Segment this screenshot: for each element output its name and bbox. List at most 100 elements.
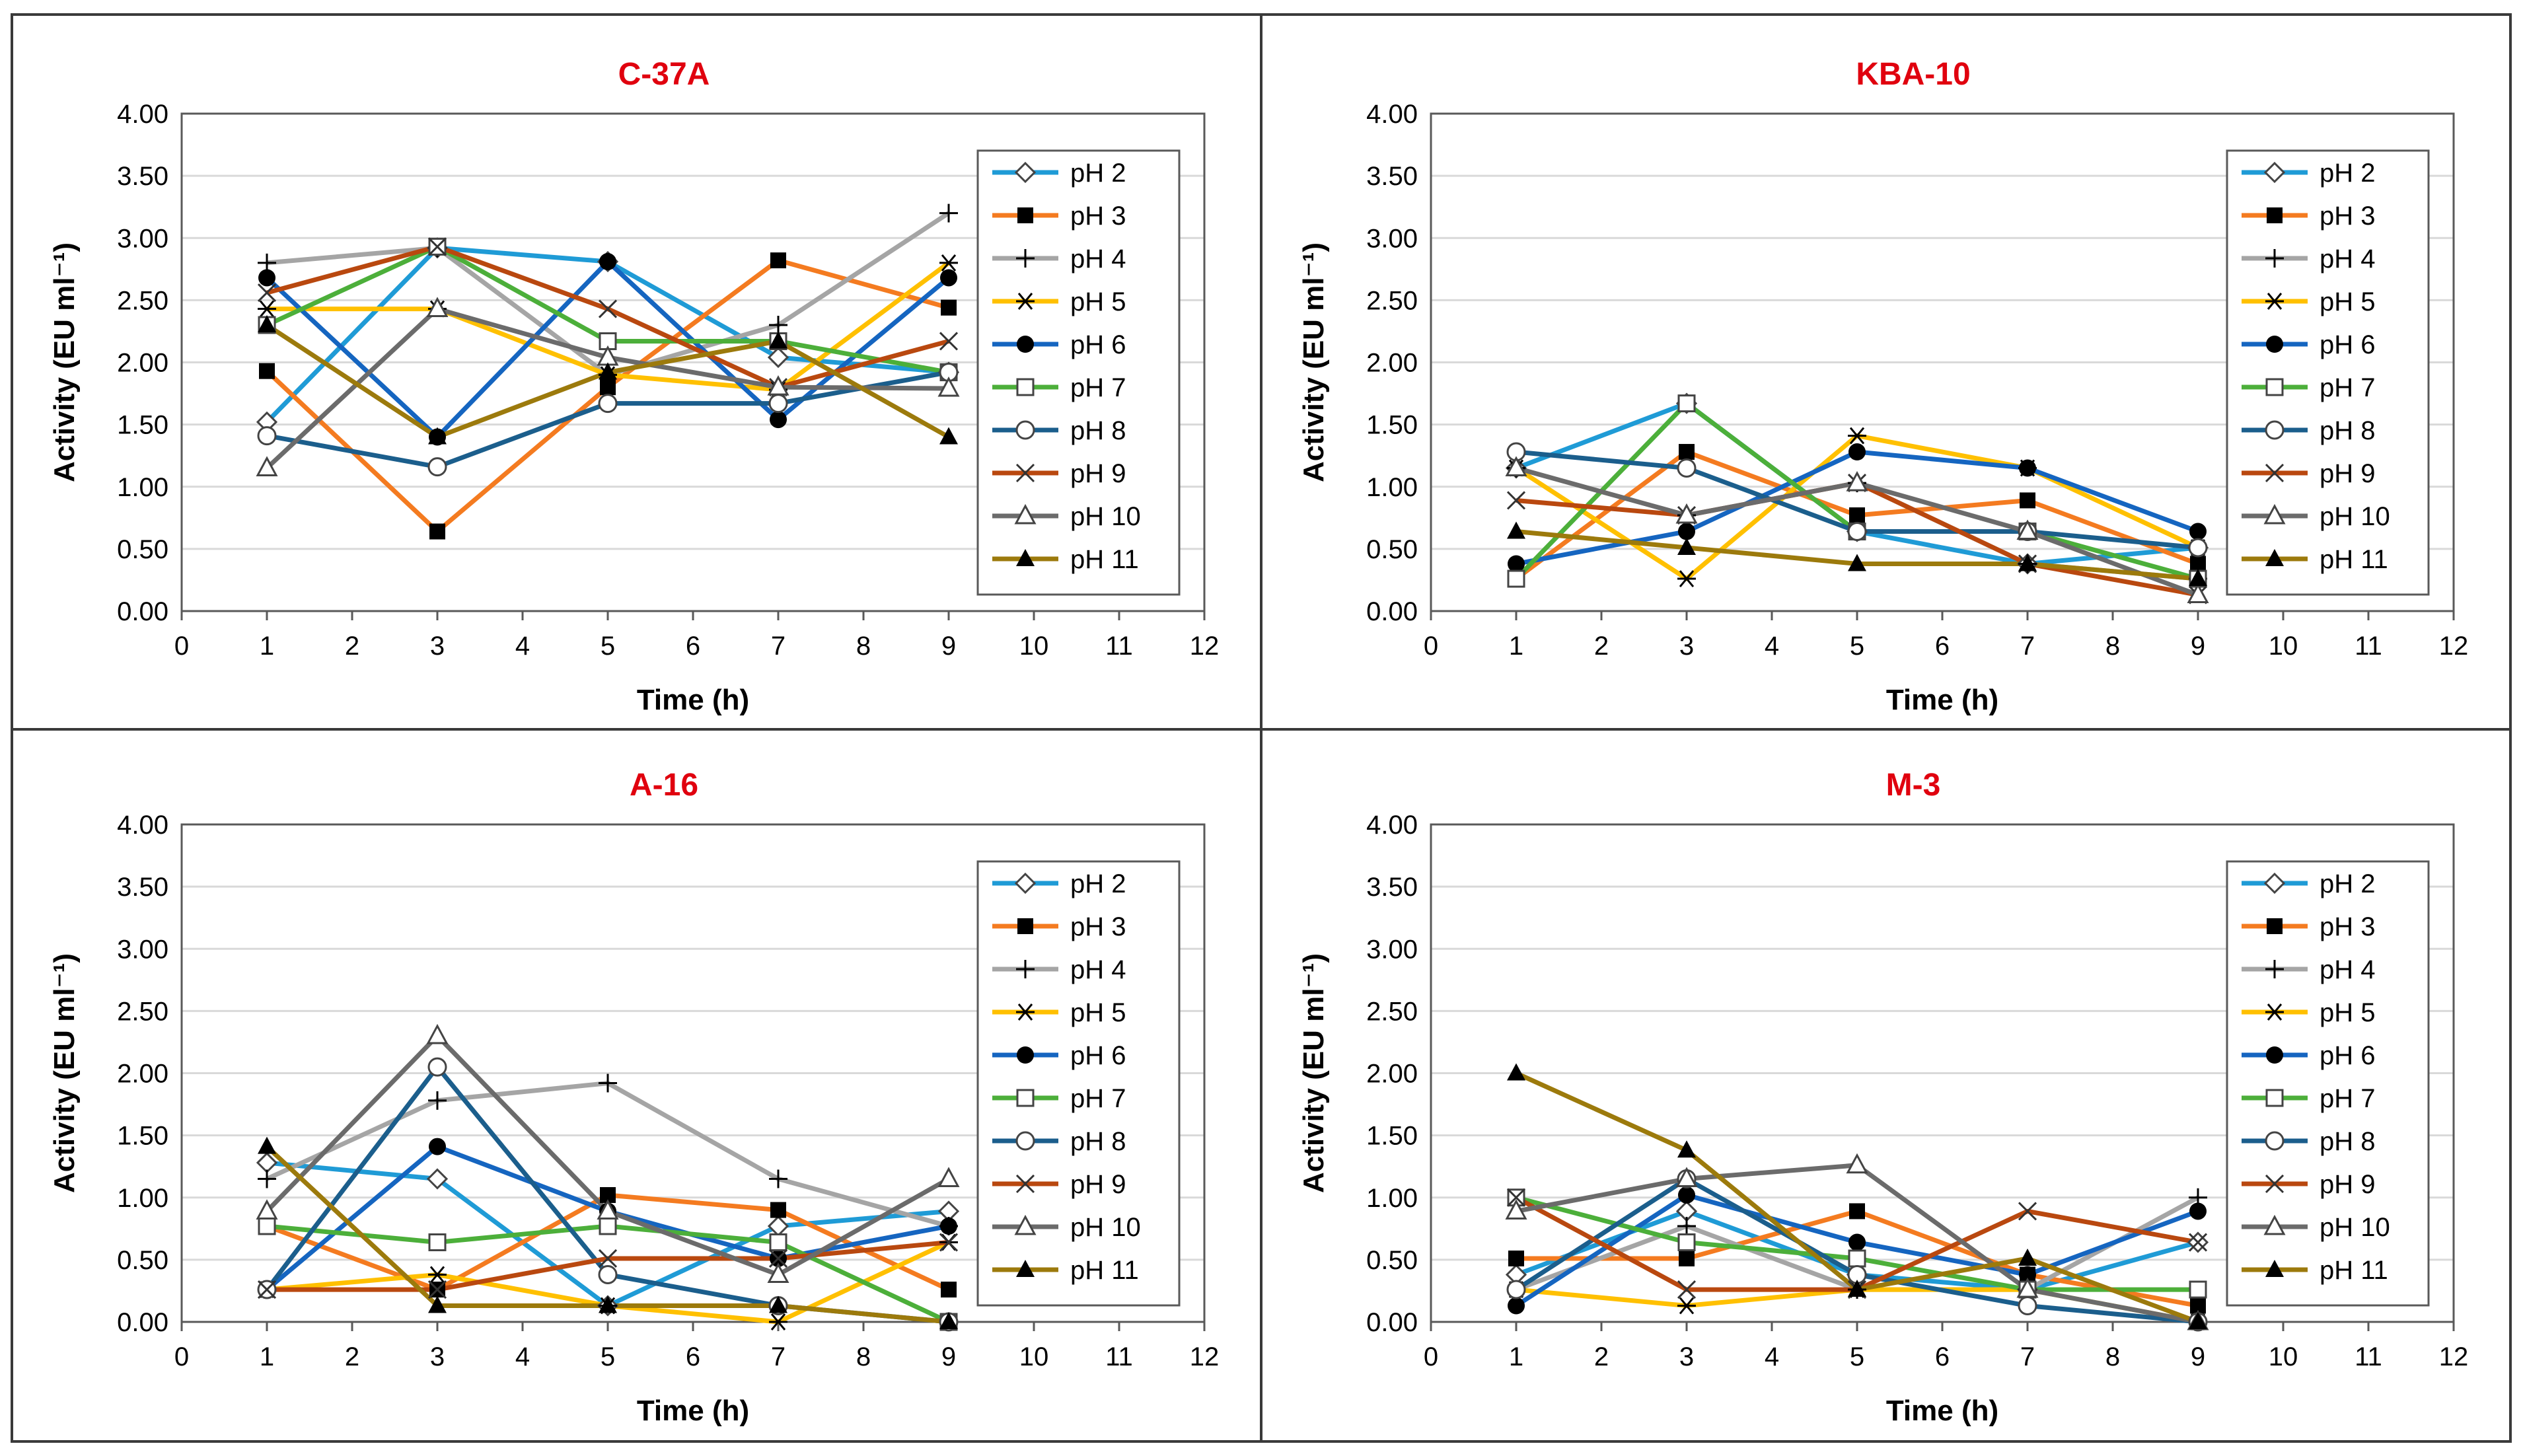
x-tick-label: 12 bbox=[2439, 632, 2469, 661]
data-point bbox=[939, 427, 958, 445]
legend-marker bbox=[2265, 420, 2285, 440]
data-point bbox=[1506, 491, 1526, 510]
data-point bbox=[939, 1312, 958, 1329]
data-point bbox=[937, 376, 960, 397]
data-point bbox=[428, 1266, 447, 1284]
x-tick-label: 4 bbox=[1765, 1342, 1779, 1371]
data-point bbox=[939, 332, 959, 351]
legend-marker bbox=[1017, 918, 1033, 934]
legend-entry: pH 10 bbox=[2320, 502, 2390, 531]
y-axis-label: Activity (EU ml⁻¹) bbox=[1298, 953, 1330, 1193]
data-point bbox=[2187, 583, 2209, 604]
data-point bbox=[770, 1202, 786, 1218]
data-point bbox=[1679, 444, 1695, 460]
legend-marker bbox=[1016, 1260, 1035, 1277]
data-point bbox=[2018, 1202, 2037, 1221]
legend-entry: pH 7 bbox=[2320, 373, 2376, 402]
data-point bbox=[1678, 523, 1695, 540]
data-point bbox=[258, 300, 276, 318]
data-point bbox=[767, 375, 789, 396]
legend-marker bbox=[1014, 503, 1037, 525]
data-point bbox=[940, 1218, 957, 1235]
chart-title: M-3 bbox=[1886, 768, 1941, 803]
data-point bbox=[256, 1199, 278, 1219]
x-tick-label: 6 bbox=[1935, 632, 1950, 661]
data-point bbox=[1677, 394, 1696, 413]
legend-marker bbox=[2265, 378, 2284, 396]
x-tick-label: 7 bbox=[2020, 1342, 2035, 1371]
data-point bbox=[1848, 1249, 1866, 1268]
y-tick-label: 1.50 bbox=[117, 1122, 168, 1151]
legend-marker bbox=[1016, 960, 1035, 978]
data-point bbox=[258, 269, 275, 287]
legend-entry: pH 11 bbox=[1070, 545, 1139, 574]
x-tick-label: 8 bbox=[2105, 1342, 2120, 1371]
y-tick-label: 4.00 bbox=[1366, 100, 1418, 129]
legend-marker bbox=[2266, 1046, 2283, 1064]
data-point bbox=[1506, 1280, 1526, 1299]
x-tick-label: 6 bbox=[686, 632, 700, 661]
data-point bbox=[427, 457, 447, 477]
x-tick-label: 1 bbox=[1509, 1342, 1523, 1371]
x-tick-label: 7 bbox=[2020, 632, 2035, 661]
legend-entry: pH 8 bbox=[2320, 1127, 2376, 1156]
y-tick-label: 0.00 bbox=[117, 597, 168, 626]
y-tick-label: 0.50 bbox=[1366, 1246, 1418, 1275]
legend-marker bbox=[2263, 1214, 2286, 1235]
legend-marker bbox=[2265, 549, 2284, 566]
legend-entry: pH 4 bbox=[2320, 244, 2376, 273]
legend-entry: pH 5 bbox=[1070, 998, 1126, 1027]
legend-entry: pH 3 bbox=[2320, 201, 2376, 231]
legend-entry: pH 4 bbox=[1070, 244, 1126, 273]
legend-marker bbox=[1016, 1003, 1035, 1021]
y-tick-label: 2.50 bbox=[1366, 286, 1418, 315]
data-point bbox=[1507, 1063, 1525, 1081]
data-point bbox=[2020, 492, 2035, 509]
data-point bbox=[598, 1249, 618, 1268]
data-point bbox=[599, 1074, 617, 1093]
data-point bbox=[1849, 507, 1865, 524]
legend-marker bbox=[1016, 1089, 1035, 1107]
x-tick-label: 11 bbox=[1105, 1342, 1133, 1371]
y-tick-label: 3.00 bbox=[1366, 224, 1418, 253]
x-tick-label: 1 bbox=[260, 1342, 274, 1371]
legend-marker bbox=[1015, 420, 1035, 440]
data-point bbox=[767, 346, 789, 369]
legend-marker bbox=[1015, 463, 1035, 483]
x-tick-label: 7 bbox=[771, 1342, 786, 1371]
data-point bbox=[257, 283, 277, 303]
y-tick-label: 1.00 bbox=[117, 473, 168, 502]
data-point bbox=[939, 203, 958, 223]
legend-entry: pH 4 bbox=[2320, 955, 2376, 984]
legend-entry: pH 4 bbox=[1070, 955, 1126, 984]
data-point bbox=[2189, 1312, 2207, 1329]
legend bbox=[2226, 860, 2430, 1307]
data-point bbox=[429, 523, 445, 540]
data-point bbox=[2188, 1233, 2208, 1252]
legend-entry: pH 8 bbox=[2320, 416, 2376, 445]
x-axis-label: Time (h) bbox=[1886, 1395, 1998, 1427]
x-axis-label: Time (h) bbox=[637, 684, 749, 716]
x-tick-label: 3 bbox=[1679, 632, 1694, 661]
y-tick-label: 1.00 bbox=[1366, 1184, 1418, 1213]
data-point bbox=[257, 426, 277, 446]
legend-marker bbox=[2265, 960, 2284, 978]
y-axis-label: Activity (EU ml⁻¹) bbox=[48, 242, 81, 482]
data-point bbox=[257, 1280, 277, 1299]
x-tick-label: 2 bbox=[345, 632, 359, 661]
legend-marker bbox=[2266, 336, 2283, 353]
y-tick-label: 2.00 bbox=[1366, 1060, 1418, 1089]
data-point bbox=[1848, 1233, 1866, 1251]
y-tick-label: 3.00 bbox=[117, 935, 168, 964]
y-tick-label: 0.50 bbox=[117, 535, 168, 564]
x-tick-label: 1 bbox=[1509, 632, 1523, 661]
y-tick-label: 0.50 bbox=[1366, 535, 1418, 564]
data-point bbox=[1675, 1167, 1698, 1188]
x-tick-label: 8 bbox=[2105, 632, 2120, 661]
data-point bbox=[258, 315, 276, 333]
data-point bbox=[427, 1057, 447, 1077]
y-axis-label: Activity (EU ml⁻¹) bbox=[48, 953, 81, 1193]
legend-marker bbox=[2265, 249, 2284, 268]
data-point bbox=[1507, 521, 1525, 539]
data-point bbox=[767, 1262, 789, 1283]
